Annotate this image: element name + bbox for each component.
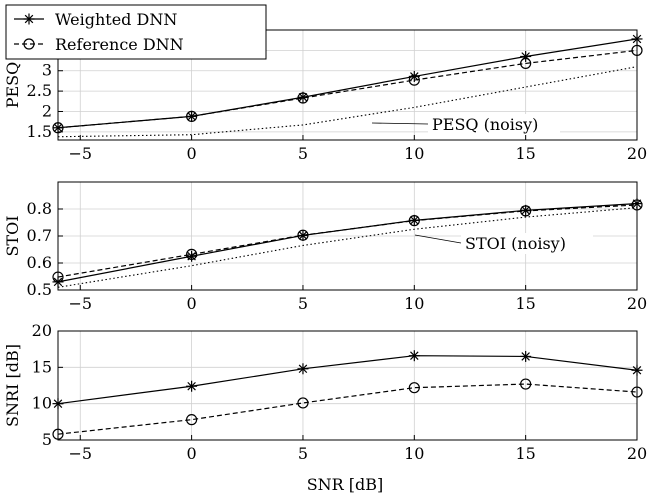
y-tick-label: 0.7	[27, 226, 52, 245]
data-point-circle	[297, 229, 309, 241]
x-tick-label: 20	[627, 144, 647, 163]
legend-weighted-label: Weighted DNN	[55, 10, 177, 29]
data-point-circle	[186, 414, 198, 426]
y-tick-label: 2	[42, 101, 52, 120]
legend-star-glyph	[23, 13, 35, 25]
data-point-star-stroke	[187, 112, 196, 121]
data-point-star-stroke	[298, 364, 308, 374]
x-tick-label: 5	[298, 444, 308, 463]
x-tick-label: 20	[627, 444, 647, 463]
x-tick-label: 5	[298, 144, 308, 163]
data-point-star	[186, 250, 198, 262]
x-tick-label: 20	[627, 294, 647, 313]
annotation-label: PESQ (noisy)	[432, 115, 538, 134]
x-tick-label: −5	[68, 144, 92, 163]
legend: Weighted DNN Reference DNN	[5, 4, 267, 60]
x-tick-label: 15	[515, 294, 535, 313]
data-point-circle	[520, 57, 532, 70]
x-tick-label: 0	[187, 144, 197, 163]
x-tick-label: 0	[187, 294, 197, 313]
x-tick-label: 5	[298, 294, 308, 313]
legend-circle-marker	[23, 38, 35, 50]
x-tick-label: 15	[515, 444, 535, 463]
data-point-circle	[297, 92, 309, 104]
axes-frame	[57, 29, 638, 141]
y-tick-label: 1.5	[27, 122, 52, 141]
y-axis-label: PESQ	[3, 62, 22, 109]
data-point-star-stroke	[521, 352, 530, 361]
data-point-star-stroke	[410, 72, 419, 81]
axes-frame	[57, 330, 638, 441]
data-point-star	[408, 350, 420, 362]
data-point-circle	[408, 382, 420, 394]
y-tick-label: 2.5	[27, 81, 52, 100]
annotation-label: STOI (noisy)	[465, 234, 566, 253]
annotation-bg	[461, 233, 593, 254]
y-tick-label: 10	[32, 394, 52, 413]
series-line-2	[57, 49, 638, 129]
panel-3: −5 0 5 10 15 20 5 10 15 20 SNRI [dB]	[3, 321, 647, 463]
x-tick-label: 0	[187, 444, 197, 463]
y-tick-label: 0.5	[27, 280, 52, 299]
y-axis-label: SNRI [dB]	[3, 344, 22, 427]
y-tick-label: 0.8	[27, 199, 52, 218]
data-point-circle	[408, 74, 420, 86]
y-tick-label: 5	[42, 430, 52, 449]
legend-star-marker	[23, 13, 35, 25]
legend-reference-label: Reference DNN	[55, 35, 184, 54]
legend-box	[5, 4, 267, 60]
legend-star-glyph-stroke	[24, 14, 34, 24]
data-point-circle	[520, 378, 532, 390]
y-tick-label: 20	[32, 321, 52, 340]
x-tick-label: 15	[515, 144, 535, 163]
annotation-pointer	[371, 122, 429, 125]
series-line-1	[57, 355, 638, 405]
x-tick-label: 10	[404, 294, 424, 313]
y-tick-label: 0.6	[27, 253, 52, 272]
y-tick-label: 15	[32, 357, 52, 376]
data-point-star-stroke	[298, 92, 308, 102]
annotation-bg	[428, 114, 560, 135]
data-point-star-stroke	[410, 351, 419, 360]
series-line-2	[57, 204, 638, 278]
data-point-star	[520, 350, 532, 362]
x-tick-label: −5	[68, 444, 92, 463]
series-line-3	[57, 207, 638, 288]
x-axis-label: SNR [dB]	[307, 475, 384, 494]
data-point-circle	[186, 248, 198, 260]
panel-2: −5 0 5 10 15 20 0.5 0.6 0.7 0.8 STOI STOI (noisy)	[3, 181, 647, 313]
data-point-star	[186, 380, 198, 392]
x-tick-label: 10	[404, 444, 424, 463]
x-tick-label: −5	[68, 294, 92, 313]
data-point-star-stroke	[187, 381, 196, 391]
data-point-star	[297, 363, 309, 375]
y-axis-label: STOI	[3, 215, 22, 256]
series-line-2	[57, 383, 638, 435]
x-tick-label: 10	[404, 144, 424, 163]
annotation-pointer	[414, 234, 462, 244]
data-point-circle	[297, 397, 309, 409]
data-point-circle	[520, 205, 532, 217]
y-tick-label: 3	[42, 61, 52, 80]
data-point-circle	[408, 215, 420, 227]
data-point-circle	[186, 110, 198, 122]
series-line-1	[57, 38, 638, 129]
